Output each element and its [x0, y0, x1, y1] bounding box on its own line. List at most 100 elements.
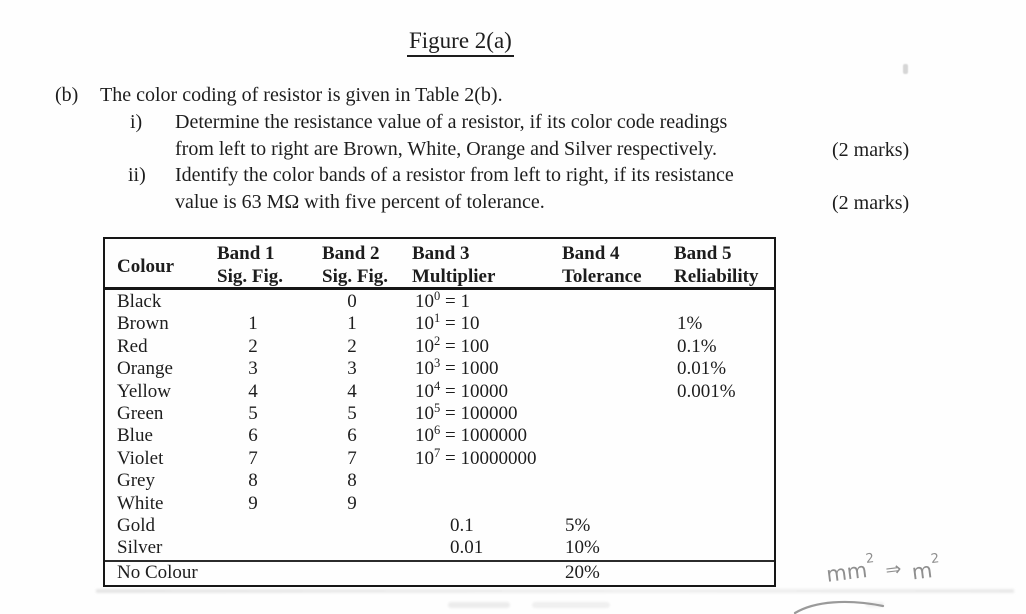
item-ii-marks: (2 marks)	[832, 192, 910, 214]
cell-band2-sigfig: 0	[347, 291, 357, 312]
cell-multiplier: 100 = 1	[415, 289, 470, 312]
scan-artifact	[532, 602, 610, 608]
cell-reliability: 0.1%	[677, 335, 717, 357]
header-band3-subtitle: Multiplier	[412, 266, 496, 287]
cell-multiplier: 102 = 100	[415, 333, 489, 357]
cell-band2-sigfig: 5	[347, 402, 357, 424]
cell-colour: Yellow	[117, 380, 172, 402]
cell-band1-sigfig: 7	[248, 447, 258, 469]
cell-band1-sigfig: 9	[248, 492, 258, 514]
item-i-label: i)	[130, 111, 143, 133]
header-band1: Band 1 Sig. Fig.	[217, 242, 283, 288]
table-row: Green 5 5 105 = 100000	[105, 400, 774, 425]
table-body: Black 0 100 = 1 Brown 1 1 101 = 10 1% Red 2 2 102 =…	[105, 289, 774, 583]
cell-colour: White	[117, 492, 164, 514]
cell-colour: Blue	[117, 425, 153, 447]
header-band5-subtitle: Reliability	[674, 266, 759, 287]
header-band5: Band 5 Reliability	[674, 242, 758, 288]
header-colour: Colour	[117, 256, 174, 277]
cell-tolerance: 5%	[565, 514, 591, 536]
table-row: Brown 1 1 101 = 10 1%	[105, 311, 774, 335]
cell-reliability: 0.01%	[677, 358, 727, 380]
table-row: No Colour 20%	[105, 559, 774, 583]
question-label: (b)	[55, 84, 79, 106]
header-band2-subtitle: Sig. Fig.	[322, 266, 388, 287]
item-ii-line2: value is 63 MΩ with five percent of tole…	[175, 191, 545, 213]
scan-artifact	[903, 64, 908, 74]
cell-band1-sigfig: 5	[248, 402, 258, 424]
cell-multiplier: 106 = 1000000	[415, 423, 527, 447]
header-band3-title: Band 3	[412, 243, 470, 264]
cell-band2-sigfig: 3	[347, 358, 357, 380]
cell-colour: Black	[117, 291, 162, 312]
table-row: Gold 0.1 5%	[105, 515, 774, 537]
cell-reliability: 0.001%	[677, 380, 736, 402]
cell-multiplier: 0.01	[450, 537, 484, 559]
cell-tolerance: 20%	[565, 561, 600, 583]
table-row: White 9 9	[105, 493, 774, 515]
cell-colour: Green	[117, 402, 164, 424]
header-band1-title: Band 1	[217, 243, 275, 264]
handwriting-mm-squared: mm2	[824, 551, 875, 587]
cell-colour: No Colour	[117, 561, 198, 583]
cell-colour: Grey	[117, 470, 155, 492]
cell-tolerance: 10%	[565, 537, 600, 559]
cell-band1-sigfig: 1	[248, 313, 258, 335]
cell-band1-sigfig: 2	[248, 335, 258, 357]
cell-multiplier: 107 = 10000000	[415, 445, 537, 469]
cell-band1-sigfig: 6	[248, 425, 258, 447]
header-band2: Band 2 Sig. Fig.	[322, 242, 388, 288]
handwriting-arrow: ⇒	[884, 557, 903, 582]
cell-band1-sigfig: 4	[248, 380, 258, 402]
cell-band2-sigfig: 6	[347, 425, 357, 447]
item-ii-line1: Identify the color bands of a resistor f…	[175, 164, 734, 186]
header-band2-title: Band 2	[322, 243, 380, 264]
table-row: Black 0 100 = 1	[105, 289, 774, 313]
cell-colour: Violet	[117, 447, 164, 469]
scan-artifact	[448, 602, 510, 608]
header-band4-subtitle: Tolerance	[562, 266, 642, 287]
pencil-stroke	[793, 600, 885, 614]
table-row: Blue 6 6 106 = 1000000	[105, 423, 774, 447]
table-header: Colour Band 1 Sig. Fig. Band 2 Sig. Fig.…	[105, 239, 774, 290]
header-band4-title: Band 4	[562, 243, 620, 264]
cell-multiplier: 105 = 100000	[415, 400, 518, 424]
cell-colour: Silver	[117, 537, 163, 559]
item-i-line2: from left to right are Brown, White, Ora…	[175, 138, 718, 160]
table-row: Red 2 2 102 = 100 0.1%	[105, 333, 774, 358]
cell-colour: Brown	[117, 313, 169, 335]
cell-band2-sigfig: 4	[347, 380, 357, 402]
header-band4: Band 4 Tolerance	[562, 242, 642, 288]
scan-shadow-line	[96, 589, 1014, 593]
header-band5-title: Band 5	[674, 243, 732, 264]
handwriting-m-squared: m2	[910, 551, 941, 585]
cell-band2-sigfig: 2	[347, 335, 357, 357]
handwriting-annotation: mm2 ⇒ m2	[825, 549, 941, 587]
cell-multiplier: 101 = 10	[415, 311, 480, 335]
cell-reliability: 1%	[677, 313, 703, 335]
item-i-marks: (2 marks)	[832, 139, 910, 161]
resistor-color-table: Colour Band 1 Sig. Fig. Band 2 Sig. Fig.…	[103, 237, 776, 587]
cell-colour: Red	[117, 335, 148, 357]
table-row: Orange 3 3 103 = 1000 0.01%	[105, 356, 774, 380]
cell-band1-sigfig: 3	[248, 358, 258, 380]
cell-colour: Orange	[117, 358, 173, 380]
cell-band2-sigfig: 8	[347, 470, 357, 492]
cell-multiplier: 0.1	[450, 514, 474, 536]
figure-title: Figure 2(a)	[407, 28, 514, 57]
cell-multiplier: 104 = 10000	[415, 378, 508, 402]
cell-band1-sigfig: 8	[248, 470, 258, 492]
table-row: Violet 7 7 107 = 10000000	[105, 445, 774, 470]
item-ii-label: ii)	[128, 164, 146, 186]
table-row: Yellow 4 4 104 = 10000 0.001%	[105, 378, 774, 403]
cell-colour: Gold	[117, 514, 155, 536]
cell-band2-sigfig: 1	[347, 313, 357, 335]
cell-band2-sigfig: 9	[347, 492, 357, 514]
header-band1-subtitle: Sig. Fig.	[217, 266, 283, 287]
question-intro: The color coding of resistor is given in…	[100, 84, 503, 106]
table-row: Grey 8 8	[105, 470, 774, 492]
header-band3: Band 3 Multiplier	[412, 242, 495, 288]
table-row: Silver 0.01 10%	[105, 537, 774, 559]
cell-band2-sigfig: 7	[347, 447, 357, 469]
